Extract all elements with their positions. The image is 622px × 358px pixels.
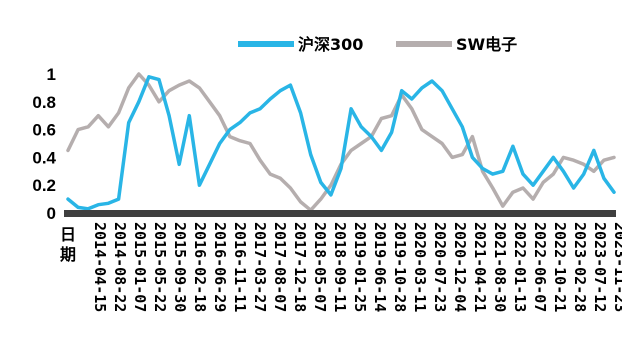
x-tick-label: 2016-06-29 xyxy=(211,222,229,312)
legend: 沪深300 SW电子 xyxy=(238,35,517,54)
y-tick-label: 0.8 xyxy=(32,93,56,112)
x-tick-label: 2015-01-07 xyxy=(131,222,149,312)
x-tick-label: 2018-05-07 xyxy=(311,222,329,312)
x-tick-label: 2023-07-12 xyxy=(591,222,609,312)
x-tick-label: 2014-04-15 xyxy=(91,222,109,312)
x-tick-label: 2020-07-23 xyxy=(431,222,449,312)
x-axis-title: 日期 xyxy=(60,225,76,264)
x-tick-label: 2023-02-28 xyxy=(571,222,589,312)
x-tick-label: 2014-08-22 xyxy=(111,222,129,312)
x-tick-label: 2017-03-27 xyxy=(251,222,269,312)
x-tick-label: 2019-01-25 xyxy=(351,222,369,312)
x-tick-label: 2018-09-11 xyxy=(331,222,349,312)
y-tick-label: 0.6 xyxy=(32,121,56,140)
x-tick-label: 2022-01-13 xyxy=(511,222,529,312)
x-tick-label: 2022-06-07 xyxy=(531,222,549,312)
x-tick-label: 2016-11-11 xyxy=(231,222,249,312)
x-tick-label: 2015-09-30 xyxy=(171,222,189,312)
x-tick-label: 2021-08-30 xyxy=(491,222,509,312)
x-tick-label: 2016-02-18 xyxy=(191,222,209,312)
y-tick-label: 0 xyxy=(47,204,56,223)
x-tick-label: 2017-12-18 xyxy=(291,222,309,312)
y-tick-label: 1 xyxy=(47,65,56,84)
x-tick-label: 2019-10-28 xyxy=(391,222,409,312)
y-tick-label: 0.2 xyxy=(32,176,56,195)
x-tick-label: 2020-12-04 xyxy=(451,222,469,312)
x-tick-label: 2020-03-11 xyxy=(411,222,429,312)
x-tick-label: 2023-11-23 xyxy=(611,222,622,312)
plot-area xyxy=(64,72,616,217)
y-axis: 0 0.2 0.4 0.6 0.8 1 xyxy=(32,65,56,223)
legend-label: SW电子 xyxy=(456,35,517,54)
x-axis-line xyxy=(64,210,616,217)
x-tick-label: 2017-08-07 xyxy=(271,222,289,312)
y-tick-label: 0.4 xyxy=(32,148,56,167)
x-axis: 2014-04-15 2014-08-22 2015-01-07 2015-05-22… xyxy=(91,222,622,312)
series-line xyxy=(66,75,616,211)
series-line xyxy=(66,72,616,212)
x-tick-label: 2021-04-21 xyxy=(471,222,489,312)
legend-label: 沪深300 xyxy=(298,35,363,54)
x-tick-label: 2015-05-22 xyxy=(151,222,169,312)
x-tick-label: 2022-10-21 xyxy=(551,222,569,312)
x-tick-label: 2019-06-14 xyxy=(371,222,389,312)
